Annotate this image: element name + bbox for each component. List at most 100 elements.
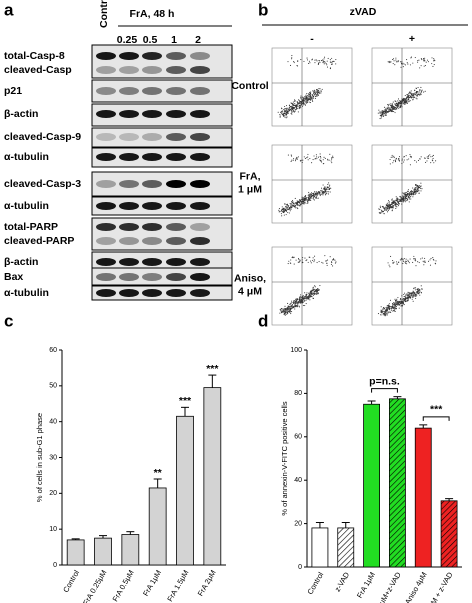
flow-dot (415, 265, 417, 267)
flow-dot (422, 60, 425, 62)
flow-dot (285, 311, 287, 313)
flow-dot (408, 201, 410, 203)
panel-letter: a (4, 0, 14, 19)
flow-dot (285, 114, 287, 116)
flow-dot (286, 209, 289, 211)
flow-dot (304, 199, 306, 201)
flow-dot (298, 261, 300, 263)
flow-dot (290, 313, 292, 315)
flow-dot (290, 207, 292, 209)
flow-dot (417, 291, 419, 293)
flow-dot (385, 207, 387, 209)
flow-dot (327, 57, 329, 60)
flow-dot (323, 188, 325, 190)
flow-dot (322, 59, 324, 61)
flow-dot (319, 156, 321, 158)
flow-dot (309, 93, 311, 95)
flow-dot (402, 197, 404, 199)
flow-dot (423, 65, 425, 67)
y-tick-label: 80 (294, 390, 302, 397)
flow-dot (294, 308, 296, 310)
flow-dot (400, 101, 402, 104)
band (96, 273, 116, 281)
flow-dot (294, 100, 296, 102)
flow-dot (385, 306, 387, 309)
flow-dot (296, 203, 299, 205)
flow-dot (317, 94, 319, 96)
flow-dot (290, 206, 292, 208)
flow-dot (420, 182, 422, 184)
flow-dot (291, 58, 293, 60)
flow-dot (382, 206, 384, 208)
lane-label: Control (98, 0, 110, 28)
flow-dot (312, 257, 314, 259)
flow-dot (323, 192, 326, 194)
band (190, 153, 210, 161)
flow-dot (332, 155, 334, 157)
flow-dot (292, 103, 294, 105)
flow-dot (291, 201, 293, 203)
flow-dot (303, 198, 305, 200)
flow-dot (401, 98, 404, 101)
flow-dot (326, 60, 328, 62)
flow-dot (327, 186, 329, 188)
flow-dot (404, 292, 406, 294)
flow-dot (379, 205, 381, 207)
flow-dot (394, 64, 396, 66)
flow-dot (291, 108, 293, 110)
flow-dot (406, 298, 408, 300)
flow-dot (407, 294, 409, 296)
flow-dot (307, 201, 309, 203)
band (96, 52, 116, 60)
flow-dot (390, 156, 392, 158)
flow-dot (396, 301, 398, 303)
flow-dot (327, 183, 329, 185)
flow-dot (331, 61, 333, 63)
flow-dot (383, 113, 385, 115)
flow-dot (280, 311, 282, 313)
flow-dot (299, 104, 301, 107)
flow-dot (307, 156, 309, 158)
flow-dot (379, 114, 381, 117)
flow-dot (285, 105, 288, 107)
flow-dot (284, 308, 287, 310)
flow-dot (313, 293, 315, 295)
flow-dot (298, 298, 300, 300)
flow-dot (377, 313, 380, 315)
band (166, 273, 186, 281)
blot-label: α-tubulin (4, 287, 49, 299)
flow-dot (388, 203, 391, 205)
flow-dot (431, 63, 433, 65)
flow-dot (386, 310, 388, 312)
bar (440, 500, 458, 568)
flow-dot (317, 92, 319, 94)
flow-dot (394, 303, 396, 305)
flow-dot (289, 208, 291, 210)
flow-dot (380, 310, 383, 312)
flow-dot (385, 209, 387, 211)
flow-dot (298, 300, 300, 303)
flow-dot (387, 311, 389, 313)
flow-dot (290, 109, 292, 112)
flow-dot (395, 107, 397, 109)
flow-dot (307, 100, 309, 102)
flow-dot (400, 259, 402, 261)
flow-dot (292, 256, 294, 258)
flow-dot (306, 99, 308, 101)
flow-dot (285, 112, 287, 114)
flow-dot (321, 190, 323, 192)
flow-dot (300, 100, 302, 103)
flow-dot (385, 114, 387, 116)
flow-dot (414, 160, 416, 162)
flow-dot (305, 98, 307, 101)
flow-dot (391, 103, 393, 105)
flow-dot (303, 98, 305, 100)
flow-dot (400, 62, 403, 64)
flow-dot (303, 100, 305, 102)
flow-dot (394, 199, 396, 201)
flow-dot (328, 159, 330, 161)
flow-dot (382, 206, 384, 208)
flow-dot (295, 298, 297, 301)
flow-dot (300, 95, 302, 97)
flow-dot (311, 292, 313, 295)
